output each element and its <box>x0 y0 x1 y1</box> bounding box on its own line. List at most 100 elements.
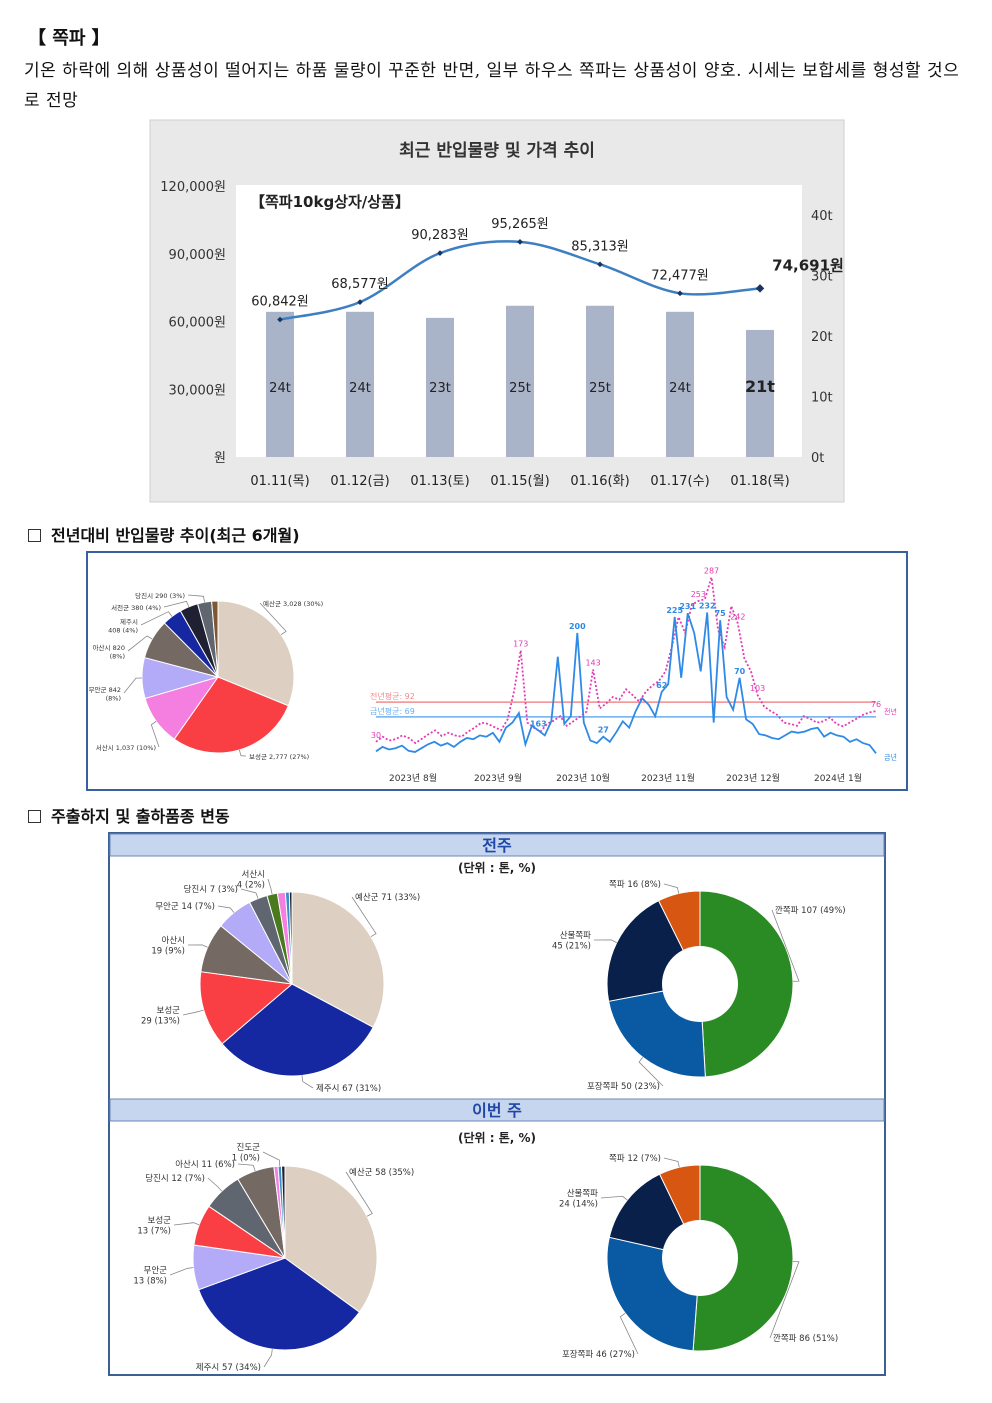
leader-line <box>663 1157 680 1168</box>
slice-label: 제주시 <box>120 618 138 626</box>
slice-label: 408 (4%) <box>108 626 138 634</box>
slice-label: 4 (2%) <box>237 880 265 890</box>
trend-point-label: 70 <box>734 667 746 676</box>
price-marker <box>277 316 283 323</box>
leader-line <box>345 1171 373 1217</box>
y-right-tick: 30t <box>811 270 833 285</box>
trend-point-label: 232 <box>699 602 716 611</box>
pie-slice <box>173 676 289 754</box>
price-label: 60,842원 <box>251 295 308 310</box>
y-right-tick: 40t <box>811 209 833 224</box>
price-label: 68,577원 <box>331 277 388 292</box>
price-marker <box>677 290 683 297</box>
slice-label: 무안군 14 (7%) <box>155 901 215 912</box>
trend-point-label: 75 <box>715 609 727 618</box>
prev-unit: (단위 : 톤, %) <box>458 860 536 875</box>
trend-point-label: 76 <box>871 700 881 709</box>
this-week-title: 이번 주 <box>472 1101 522 1120</box>
x-tick-label: 01.12(금) <box>330 474 389 489</box>
trend-heading: 전년대비 반입물량 추이(최근 6개월) <box>28 522 300 546</box>
slice-label: 예산군 58 (35%) <box>349 1167 414 1178</box>
leader-line <box>600 1195 628 1201</box>
price-label: 85,313원 <box>571 239 628 254</box>
leader-line <box>301 1075 314 1089</box>
pie-slice <box>288 891 293 985</box>
x-tick-label: 01.13(토) <box>410 474 469 489</box>
trend-point-label: 231 <box>679 602 696 611</box>
series-end-label: 금년 <box>884 752 897 761</box>
pie-slice <box>197 1257 361 1351</box>
this-week-header <box>109 1098 885 1122</box>
prev-variety-donut <box>606 890 794 1078</box>
combo-inner-label: 【쪽파10kg상자/상품】 <box>250 193 410 211</box>
price-label: 95,265원 <box>491 217 548 232</box>
combo-chart: 최근 반입물량 및 가격 추이 【쪽파10kg상자/상품】 120,000원 90,0… <box>149 119 845 503</box>
y-left-tick: 60,000원 <box>169 316 226 331</box>
leader-line <box>169 1267 194 1276</box>
pie-slice <box>284 1165 378 1313</box>
trend-point-label: 242 <box>730 612 745 621</box>
slice-label: 19 (9%) <box>151 946 185 956</box>
slice-label: 29 (13%) <box>141 1016 180 1026</box>
leader-line <box>182 1009 204 1016</box>
leader-line <box>150 720 160 748</box>
leader-line <box>619 1312 639 1355</box>
slice-label: 무안군 <box>144 1265 168 1276</box>
trend-point-label: 225 <box>666 606 683 615</box>
y-left-tick: 90,000원 <box>169 248 226 263</box>
trend-point-label: 163 <box>530 719 547 728</box>
leader-line <box>173 1222 200 1226</box>
prev-origin-pie <box>199 891 385 1077</box>
volume-bar <box>266 311 294 457</box>
average-label: 금년평균: 69 <box>370 706 415 716</box>
trend-point-label: 173 <box>513 639 528 648</box>
slice-label: (8%) <box>106 694 121 702</box>
leader-line <box>240 888 259 899</box>
this-variety-donut <box>606 1164 794 1352</box>
x-tick-label: 01.17(수) <box>650 474 709 489</box>
trend-x-tick: 2023년 9월 <box>474 772 522 784</box>
price-marker <box>357 299 363 305</box>
leader-line <box>238 749 247 757</box>
trend-series-line <box>375 612 877 754</box>
slice-label: 보성군 2,777 (27%) <box>249 752 309 761</box>
leader-line <box>259 602 287 635</box>
volume-bar <box>506 305 534 457</box>
y-left-tick: 30,000원 <box>169 383 226 398</box>
price-label: 72,477원 <box>651 268 708 283</box>
slice-label: 포장쪽파 46 (27%) <box>562 1349 635 1360</box>
bar-value-label: 25t <box>589 381 611 396</box>
leader-line <box>140 611 173 626</box>
slice-label: 1 (0%) <box>232 1153 260 1163</box>
y-right-tick: 0t <box>811 451 824 466</box>
trend-heading-text: 전년대비 반입물량 추이(최근 6개월) <box>51 526 300 545</box>
trend-series-line <box>375 577 877 745</box>
leader-line <box>263 1349 273 1368</box>
trend-chart: 예산군 3,028 (30%) 보성군 2,777 (27%) 서산시 1,037 … <box>86 551 908 791</box>
slice-label: 보성군 <box>148 1216 172 1226</box>
volume-bar <box>586 305 614 457</box>
slice-label: 아산시 820 <box>93 643 125 652</box>
price-marker <box>517 239 523 245</box>
slice-label: 당진시 12 (7%) <box>145 1173 205 1184</box>
pie-slice <box>217 600 295 707</box>
leader-line <box>237 1163 256 1172</box>
trend-point-label: 200 <box>569 622 586 631</box>
y-right-tick: 10t <box>811 391 833 406</box>
slice-label: 아산시 11 (6%) <box>175 1159 235 1170</box>
trend-point-label: 27 <box>598 726 609 735</box>
prev-week-title: 전주 <box>482 836 512 855</box>
price-marker <box>755 284 765 293</box>
slice-label: 제주시 57 (34%) <box>196 1363 261 1373</box>
trend-pie <box>141 600 295 754</box>
slice-label: 13 (7%) <box>137 1226 171 1236</box>
leader-line <box>769 1261 800 1339</box>
x-tick-label: 01.16(화) <box>570 474 629 489</box>
x-tick-label: 01.11(목) <box>250 474 309 489</box>
slice-label: 쪽파 12 (7%) <box>609 1154 661 1164</box>
x-tick-label: 01.18(목) <box>730 474 789 489</box>
donut-hole <box>662 946 738 1022</box>
slice-label: 제주시 67 (31%) <box>316 1084 381 1094</box>
trend-x-tick: 2024년 1월 <box>814 772 862 784</box>
